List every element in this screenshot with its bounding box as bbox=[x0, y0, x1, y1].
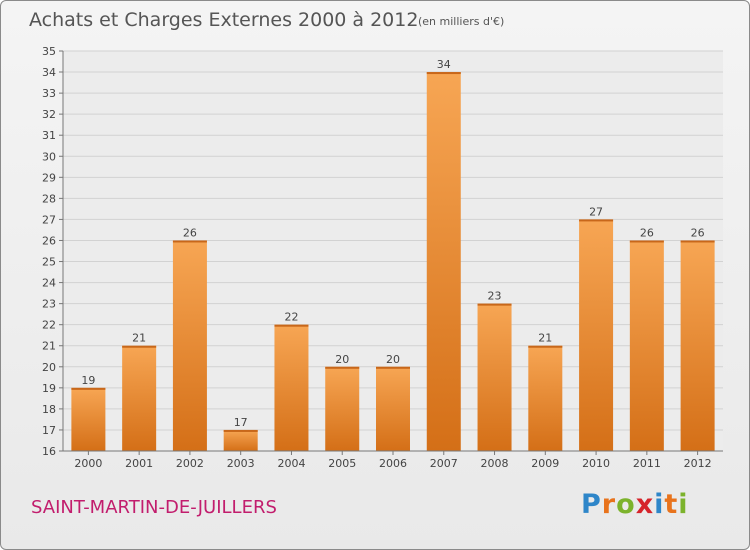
bar-2008 bbox=[477, 303, 512, 451]
x-tick-label-2004: 2004 bbox=[277, 457, 305, 470]
chart-title: Achats et Charges Externes 2000 à 2012 bbox=[29, 9, 419, 31]
logo-letter: x bbox=[635, 489, 655, 520]
x-tick-label-2005: 2005 bbox=[328, 457, 356, 470]
data-label-2001: 21 bbox=[132, 332, 146, 345]
y-tick-label: 20 bbox=[42, 361, 56, 374]
y-tick-label: 27 bbox=[42, 213, 56, 226]
x-tick-label-2009: 2009 bbox=[531, 457, 559, 470]
bar-top-edge bbox=[426, 72, 461, 75]
y-axis: 16 17 18 19 20 21 22 23 24 25 26 27 28 29 30 31 32 33 34 35 bbox=[42, 45, 64, 458]
y-tick-label: 34 bbox=[42, 66, 56, 79]
place-name: SAINT-MARTIN-DE-JUILLERS bbox=[31, 497, 277, 518]
bar-top-edge bbox=[223, 429, 258, 432]
bar-2011 bbox=[629, 240, 664, 451]
x-axis: 2000 2001 2002 2003 2004 2005 2006 2007 2008 2009… bbox=[63, 450, 723, 470]
bar-top-edge bbox=[122, 345, 157, 348]
y-tick-label: 29 bbox=[42, 171, 56, 184]
x-tick-label-2012: 2012 bbox=[684, 457, 712, 470]
y-tick-label: 33 bbox=[42, 87, 56, 100]
data-label-2007: 34 bbox=[437, 58, 451, 71]
x-tick-label-2011: 2011 bbox=[633, 457, 661, 470]
data-label-2005: 20 bbox=[335, 353, 349, 366]
chart-subtitle: (en milliers d'€) bbox=[418, 15, 505, 28]
bar-top-edge bbox=[629, 240, 664, 243]
data-label-2011: 26 bbox=[640, 226, 654, 239]
x-tick-label-2002: 2002 bbox=[176, 457, 204, 470]
data-label-2002: 26 bbox=[183, 226, 197, 239]
y-tick-label: 28 bbox=[42, 192, 56, 205]
bar-top-edge bbox=[477, 303, 512, 306]
x-tick-label-2001: 2001 bbox=[125, 457, 153, 470]
bars: 19 21 26 17 22 20 20 34 23 21 27 26 26 bbox=[71, 58, 715, 451]
logo-letter: P bbox=[581, 489, 602, 520]
x-tick-label-2006: 2006 bbox=[379, 457, 407, 470]
bar-top-edge bbox=[274, 324, 309, 327]
data-label-2009: 21 bbox=[538, 332, 552, 345]
logo-letter: i bbox=[678, 489, 689, 520]
data-label-2010: 27 bbox=[589, 205, 603, 218]
y-tick-label: 24 bbox=[42, 277, 56, 290]
x-tick-label-2010: 2010 bbox=[582, 457, 610, 470]
data-label-2012: 26 bbox=[691, 226, 705, 239]
logo-letter: r bbox=[601, 489, 617, 520]
bar-top-edge bbox=[376, 366, 410, 369]
bar-2005 bbox=[325, 366, 360, 451]
data-label-2008: 23 bbox=[488, 290, 502, 303]
x-tick-label-2000: 2000 bbox=[74, 457, 102, 470]
y-tick-label: 17 bbox=[42, 424, 56, 437]
x-tick-label-2008: 2008 bbox=[481, 457, 509, 470]
y-tick-label: 19 bbox=[42, 382, 56, 395]
y-tick-label: 22 bbox=[42, 319, 56, 332]
bar-2003 bbox=[223, 429, 258, 451]
logo-letter: o bbox=[616, 489, 636, 520]
y-tick-label: 21 bbox=[42, 340, 56, 353]
bar-top-edge bbox=[680, 240, 715, 243]
bar-2000 bbox=[71, 387, 106, 451]
x-tick-label-2003: 2003 bbox=[227, 457, 255, 470]
proxiti-logo[interactable]: Proxiti bbox=[581, 489, 689, 520]
data-label-2003: 17 bbox=[234, 416, 248, 429]
bar-top-edge bbox=[71, 387, 106, 390]
bar-2006 bbox=[376, 366, 410, 451]
bar-2001 bbox=[122, 345, 157, 451]
y-tick-label: 18 bbox=[42, 403, 56, 416]
y-tick-label: 35 bbox=[42, 45, 56, 58]
bar-top-edge bbox=[528, 345, 563, 348]
logo-letter: i bbox=[654, 489, 665, 520]
x-tick-label-2007: 2007 bbox=[430, 457, 458, 470]
data-label-2004: 22 bbox=[284, 311, 298, 324]
logo-letter: t bbox=[664, 489, 679, 520]
data-label-2000: 19 bbox=[81, 374, 95, 387]
y-tick-label: 25 bbox=[42, 256, 56, 269]
bar-2012 bbox=[680, 240, 715, 451]
bar-top-edge bbox=[579, 219, 614, 222]
y-tick-label: 32 bbox=[42, 108, 56, 121]
bar-2010 bbox=[579, 219, 614, 451]
y-tick-label: 31 bbox=[42, 129, 56, 142]
y-tick-label: 23 bbox=[42, 298, 56, 311]
bar-2007 bbox=[426, 72, 461, 451]
bar-top-edge bbox=[325, 366, 360, 369]
bar-2004 bbox=[274, 324, 309, 451]
bar-top-edge bbox=[172, 240, 207, 243]
y-tick-label: 30 bbox=[42, 150, 56, 163]
bar-2002 bbox=[172, 240, 207, 451]
y-tick-label: 26 bbox=[42, 234, 56, 247]
y-tick-label: 16 bbox=[42, 445, 56, 458]
bar-2009 bbox=[528, 345, 563, 451]
data-label-2006: 20 bbox=[386, 353, 400, 366]
